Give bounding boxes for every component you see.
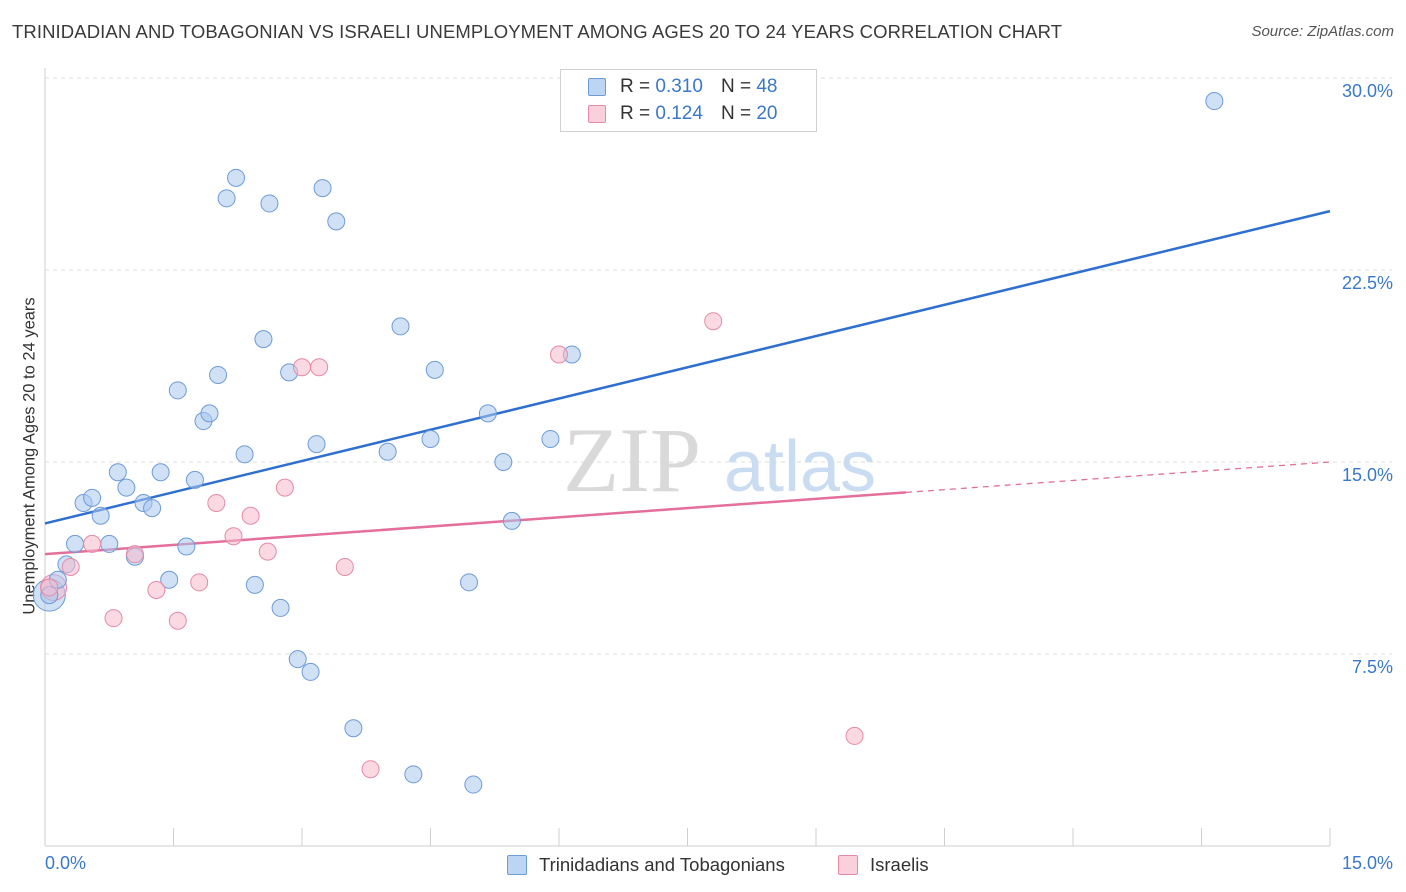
data-point — [217, 189, 236, 208]
data-point — [61, 557, 80, 576]
data-point — [227, 168, 246, 187]
data-point — [207, 493, 226, 512]
bottom-legend-swatch-blue — [507, 855, 527, 875]
data-point — [104, 609, 123, 628]
legend-r-value: 0.124 — [655, 103, 703, 124]
legend-swatch-blue — [588, 78, 606, 96]
data-point — [258, 542, 277, 561]
tick-labels: 7.5% 15.0% 22.5% 30.0% 0.0% 15.0% — [45, 81, 1393, 873]
data-point — [310, 358, 329, 377]
legend-n-value: 48 — [756, 76, 778, 97]
correlation-legend: R = 0.310 N = 48 R = 0.124 N = 20 — [560, 69, 817, 132]
data-point — [307, 435, 326, 454]
legend-row-series2: R = 0.124 N = 20 — [588, 103, 777, 125]
data-point — [361, 760, 380, 779]
chart-title: TRINIDADIAN AND TOBAGONIAN VS ISRAELI UN… — [12, 21, 1063, 42]
legend-n-label: N = — [720, 103, 752, 124]
data-point — [190, 573, 209, 592]
data-point — [241, 506, 260, 525]
data-point — [335, 557, 354, 576]
watermark-atlas: atlas — [724, 427, 876, 507]
legend-r-label: R = — [620, 76, 651, 97]
data-point — [83, 488, 102, 507]
trendline-series2-extension — [905, 461, 1331, 494]
data-point — [65, 534, 84, 553]
data-point — [391, 317, 410, 336]
gridlines — [45, 77, 1392, 655]
data-point — [275, 478, 294, 497]
data-point — [168, 381, 187, 400]
data-point — [378, 442, 397, 461]
data-point — [40, 578, 59, 597]
data-point — [168, 611, 187, 630]
data-point — [209, 365, 228, 384]
y-tick-label: 7.5% — [1352, 657, 1393, 677]
bottom-legend-label-series2: Israelis — [870, 854, 929, 875]
data-point — [200, 404, 219, 423]
data-point — [288, 650, 307, 669]
data-point — [254, 330, 273, 349]
data-point — [100, 534, 119, 553]
legend-swatch-pink — [588, 105, 606, 123]
legend-row-series1: R = 0.310 N = 48 — [588, 76, 777, 98]
data-point — [502, 511, 521, 530]
source-label: Source: ZipAtlas.com — [1251, 23, 1394, 40]
data-point — [83, 534, 102, 553]
axes — [44, 68, 1331, 847]
data-point — [550, 345, 568, 364]
legend-n-value: 20 — [756, 103, 778, 124]
data-points — [32, 92, 1224, 794]
bottom-legend-swatch-pink — [838, 855, 858, 875]
legend-n-label: N = — [720, 76, 752, 97]
data-point — [494, 453, 513, 471]
data-point — [327, 212, 346, 231]
data-point — [91, 506, 110, 525]
data-point — [151, 463, 170, 482]
data-point — [541, 429, 560, 448]
data-point — [235, 445, 254, 464]
data-point — [301, 662, 320, 681]
bottom-legend-label-series1: Trinidadians and Tobagonians — [539, 854, 785, 875]
trendline-series2 — [44, 491, 907, 556]
data-point — [245, 575, 264, 594]
data-point — [425, 360, 444, 379]
data-point — [185, 470, 204, 489]
y-tick-label: 22.5% — [1342, 273, 1393, 293]
data-point — [293, 358, 311, 377]
data-point — [147, 581, 166, 599]
data-point — [177, 537, 196, 556]
x-tick-label: 15.0% — [1342, 853, 1393, 873]
x-tick-label: 0.0% — [45, 853, 86, 873]
data-point — [160, 570, 179, 589]
data-point — [1205, 92, 1224, 111]
y-tick-label: 30.0% — [1342, 81, 1393, 101]
data-point — [224, 527, 243, 546]
watermark-zip: ZIP — [563, 409, 701, 511]
y-tick-label: 15.0% — [1342, 465, 1393, 485]
data-point — [421, 429, 440, 448]
data-point — [478, 404, 497, 423]
data-point — [845, 726, 864, 745]
data-point — [117, 478, 136, 497]
data-point — [464, 775, 483, 794]
data-point — [143, 499, 162, 518]
watermark: ZIP atlas — [563, 409, 876, 511]
bottom-legend-series2: Israelis — [838, 852, 929, 878]
data-point — [313, 179, 332, 198]
legend-r-value: 0.310 — [655, 76, 703, 97]
data-point — [460, 573, 479, 592]
data-point — [108, 463, 127, 482]
bottom-legend-series1: Trinidadians and Tobagonians — [507, 852, 785, 878]
data-point — [260, 194, 279, 213]
data-point — [344, 719, 363, 738]
data-point — [704, 312, 723, 331]
data-point — [271, 598, 290, 617]
trendline-series1 — [44, 209, 1331, 525]
data-point — [404, 765, 423, 784]
legend-r-label: R = — [620, 103, 651, 124]
data-point — [125, 545, 144, 564]
